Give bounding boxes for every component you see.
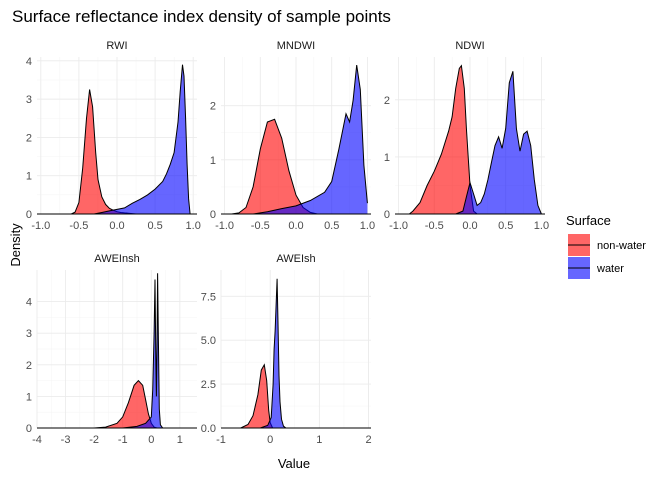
y-tick-label: 7.5 bbox=[201, 291, 216, 303]
facet-panels: -1.0 -0.5 0.0 0.5 1.0 0 1 2 3 4 RWI -1.0 -0.5 0.0 0.5 1… bbox=[26, 40, 549, 446]
density-area-water bbox=[455, 71, 542, 214]
x-tick-label: 0.5 bbox=[498, 220, 513, 232]
y-tick-label: 1 bbox=[26, 391, 32, 403]
x-tick-label: 1.0 bbox=[186, 220, 201, 232]
legend-title: Surface bbox=[566, 213, 611, 228]
x-tick-label: 2 bbox=[365, 434, 371, 446]
density-area-non-water bbox=[94, 380, 157, 428]
x-tick-label: -1.0 bbox=[31, 220, 50, 232]
y-tick-label: 4 bbox=[26, 56, 32, 68]
y-tick-label: 2 bbox=[26, 132, 32, 144]
y-tick-label: 2 bbox=[210, 101, 216, 113]
x-tick-label: 0 bbox=[267, 434, 273, 446]
panel-strip-label: NDWI bbox=[455, 40, 484, 52]
x-tick-label: 1.0 bbox=[360, 220, 375, 232]
panel-strip-label: RWI bbox=[106, 40, 127, 52]
x-axis-title: Value bbox=[278, 456, 310, 471]
legend-label-non-water: non-water bbox=[597, 240, 646, 252]
x-tick-label: 1 bbox=[316, 434, 322, 446]
x-tick-label: -1 bbox=[216, 434, 226, 446]
x-tick-label: -2 bbox=[89, 434, 99, 446]
x-tick-label: 0.0 bbox=[288, 220, 303, 232]
y-axis-title: Density bbox=[8, 223, 23, 267]
panel-mndwi: -1.0 -0.5 0.0 0.5 1.0 0 1 2 MNDWI bbox=[210, 40, 375, 232]
panel-aweish: -1 0 1 2 0.0 2.5 5.0 7.5 AWEIsh bbox=[201, 253, 372, 446]
y-tick-label: 0 bbox=[26, 423, 32, 435]
panel-ndwi: -1.0 -0.5 0.0 0.5 1.0 0 1 2 NDWI bbox=[384, 40, 549, 232]
panel-rwi: -1.0 -0.5 0.0 0.5 1.0 0 1 2 3 4 RWI bbox=[26, 40, 201, 232]
x-tick-label: -1.0 bbox=[389, 220, 408, 232]
density-line-water bbox=[253, 65, 368, 215]
density-area-water bbox=[122, 273, 163, 428]
y-tick-label: 1 bbox=[210, 155, 216, 167]
x-tick-label: 1 bbox=[177, 434, 183, 446]
x-tick-label: -3 bbox=[61, 434, 71, 446]
x-tick-label: -0.5 bbox=[425, 220, 444, 232]
density-line-water bbox=[455, 71, 542, 215]
density-line-water bbox=[122, 273, 164, 429]
panel-strip-label: AWEInsh bbox=[94, 253, 139, 265]
density-area-water bbox=[253, 65, 368, 214]
y-tick-label: 3 bbox=[26, 94, 32, 106]
y-tick-label: 0 bbox=[26, 209, 32, 221]
x-tick-label: 0.5 bbox=[147, 220, 162, 232]
density-area-non-water bbox=[409, 65, 478, 214]
density-line-water bbox=[260, 278, 287, 429]
y-tick-label: 0 bbox=[210, 209, 216, 221]
chart-title: Surface reflectance index density of sam… bbox=[12, 7, 391, 26]
y-tick-label: 0.0 bbox=[201, 423, 216, 435]
x-tick-label: -0.5 bbox=[69, 220, 88, 232]
y-tick-label: 1 bbox=[26, 171, 32, 183]
y-tick-label: 2 bbox=[26, 360, 32, 372]
x-tick-label: 1.0 bbox=[534, 220, 549, 232]
density-area-non-water bbox=[71, 89, 140, 214]
legend: Surface non-water water bbox=[566, 213, 646, 279]
density-line-water bbox=[94, 64, 191, 215]
x-tick-label: 0.0 bbox=[462, 220, 477, 232]
panel-aweinsh: -4 -3 -2 -1 0 1 0 1 2 3 4 AWEInsh bbox=[26, 253, 197, 446]
y-tick-label: 4 bbox=[26, 297, 32, 309]
y-tick-label: 0 bbox=[384, 209, 390, 221]
density-area-non-water bbox=[240, 364, 273, 428]
y-tick-label: 2 bbox=[384, 95, 390, 107]
x-tick-label: -4 bbox=[32, 434, 42, 446]
x-tick-label: 0 bbox=[148, 434, 154, 446]
x-tick-label: -0.5 bbox=[251, 220, 270, 232]
legend-label-water: water bbox=[596, 263, 624, 275]
density-line-non-water bbox=[408, 64, 478, 215]
y-tick-label: 5.0 bbox=[201, 335, 216, 347]
x-tick-label: 0.0 bbox=[109, 220, 124, 232]
x-tick-label: 0.5 bbox=[324, 220, 339, 232]
x-tick-label: -1 bbox=[118, 434, 128, 446]
panel-strip-label: MNDWI bbox=[277, 40, 316, 52]
density-area-water bbox=[94, 64, 191, 214]
panel-strip-label: AWEIsh bbox=[276, 253, 315, 265]
y-tick-label: 1 bbox=[384, 152, 390, 164]
y-tick-label: 2.5 bbox=[201, 379, 216, 391]
density-line-non-water bbox=[240, 363, 274, 429]
x-tick-label: -1.0 bbox=[215, 220, 234, 232]
density-area-non-water bbox=[231, 119, 318, 214]
y-tick-label: 3 bbox=[26, 328, 32, 340]
